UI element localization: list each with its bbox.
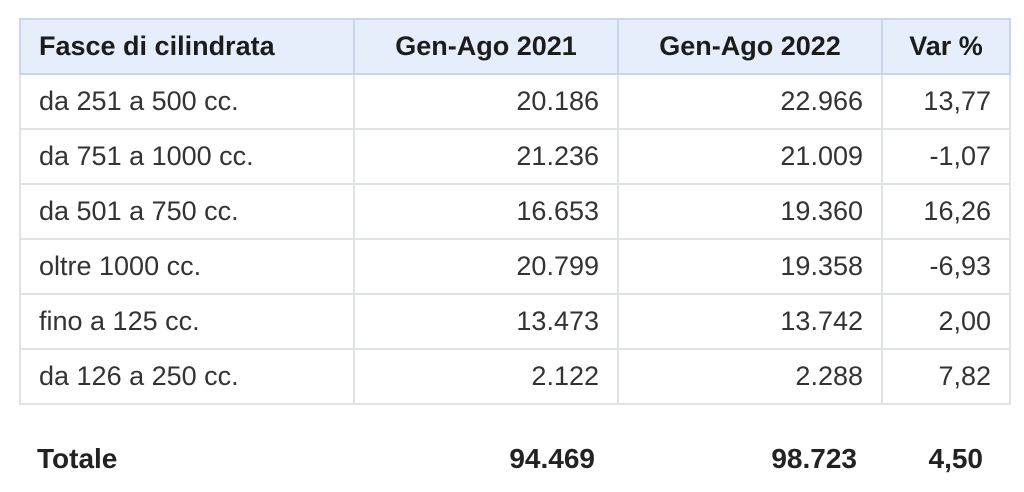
table-cell: 19.360 bbox=[617, 183, 883, 240]
row-label: da 501 a 750 cc. bbox=[19, 183, 355, 240]
table-header: Fasce di cilindrata Gen-Ago 2021 Gen-Ago… bbox=[19, 18, 1011, 75]
table-row: da 251 a 500 cc. 20.186 22.966 13,77 bbox=[19, 73, 1011, 130]
table-row: oltre 1000 cc. 20.799 19.358 -6,93 bbox=[19, 238, 1011, 295]
header-cell: Gen-Ago 2022 bbox=[617, 18, 883, 75]
total-cell: 98.723 bbox=[771, 443, 857, 474]
table-cell: 13.742 bbox=[617, 293, 883, 350]
table-cell: 20.799 bbox=[353, 238, 619, 295]
table-cell: 21.009 bbox=[617, 128, 883, 185]
table-cell: 13,77 bbox=[881, 73, 1011, 130]
table-cell: 2,00 bbox=[881, 293, 1011, 350]
total-row: Totale 94.469 98.723 4,50 bbox=[19, 432, 1001, 486]
data-table: Fasce di cilindrata Gen-Ago 2021 Gen-Ago… bbox=[19, 18, 1011, 405]
table-cell: 22.966 bbox=[617, 73, 883, 130]
header-row: Fasce di cilindrata Gen-Ago 2021 Gen-Ago… bbox=[19, 18, 1011, 75]
table-cell: -1,07 bbox=[881, 128, 1011, 185]
table-cell: 21.236 bbox=[353, 128, 619, 185]
row-label: da 126 a 250 cc. bbox=[19, 348, 355, 405]
row-label: da 251 a 500 cc. bbox=[19, 73, 355, 130]
table-body: da 251 a 500 cc. 20.186 22.966 13,77 da 751 … bbox=[19, 73, 1011, 405]
table-row: da 126 a 250 cc. 2.122 2.288 7,82 bbox=[19, 348, 1011, 405]
table-cell: 19.358 bbox=[617, 238, 883, 295]
table-cell: -6,93 bbox=[881, 238, 1011, 295]
row-label: da 751 a 1000 cc. bbox=[19, 128, 355, 185]
row-label: fino a 125 cc. bbox=[19, 293, 355, 350]
total-cell: 94.469 bbox=[509, 443, 595, 474]
table-row: da 501 a 750 cc. 16.653 19.360 16,26 bbox=[19, 183, 1011, 240]
table-cell: 13.473 bbox=[353, 293, 619, 350]
header-cell: Fasce di cilindrata bbox=[19, 18, 355, 75]
row-label: oltre 1000 cc. bbox=[19, 238, 355, 295]
total-cell: 4,50 bbox=[928, 443, 984, 474]
table-cell: 2.122 bbox=[353, 348, 619, 405]
total-table: Totale 94.469 98.723 4,50 bbox=[19, 432, 1001, 486]
table-cell: 2.288 bbox=[617, 348, 883, 405]
table-cell: 7,82 bbox=[881, 348, 1011, 405]
table-cell: 16,26 bbox=[881, 183, 1011, 240]
table-row: fino a 125 cc. 13.473 13.742 2,00 bbox=[19, 293, 1011, 350]
table-cell: 20.186 bbox=[353, 73, 619, 130]
header-cell: Var % bbox=[881, 18, 1011, 75]
header-cell: Gen-Ago 2021 bbox=[353, 18, 619, 75]
table-row: da 751 a 1000 cc. 21.236 21.009 -1,07 bbox=[19, 128, 1011, 185]
total-label: Totale bbox=[37, 443, 118, 474]
table-cell: 16.653 bbox=[353, 183, 619, 240]
